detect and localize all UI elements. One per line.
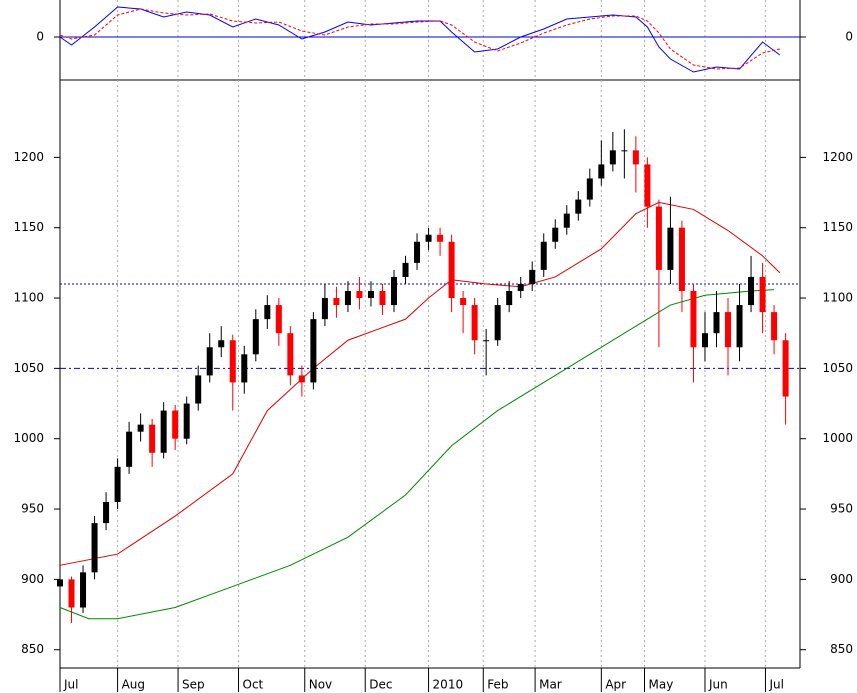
candle-body (713, 312, 720, 334)
candle-body (586, 178, 593, 200)
candle-body (748, 276, 755, 306)
candle-body (391, 276, 398, 306)
candle-body (80, 572, 87, 608)
candle-body (736, 305, 743, 348)
candle-body (540, 241, 547, 270)
candle-body (298, 375, 305, 383)
candle-body (471, 305, 478, 341)
candle-body (609, 150, 616, 165)
y-tick-label: 1100 (822, 291, 853, 305)
candle-body (264, 305, 271, 320)
x-tick-label: Feb (487, 678, 508, 692)
candle-body (229, 340, 236, 383)
candle-body (333, 298, 340, 306)
candle-body (172, 410, 179, 439)
candle-body (114, 466, 121, 503)
y-tick-label: 1000 (822, 431, 853, 445)
candle-body (149, 424, 156, 453)
candle-body (91, 523, 98, 573)
candle-body (356, 291, 363, 299)
candle-body (725, 312, 732, 348)
x-tick-label: Jun (708, 678, 728, 692)
candle-body (437, 234, 444, 242)
candle-body (575, 199, 582, 214)
candle-body (195, 375, 202, 404)
y-tick-label: 1200 (822, 150, 853, 164)
candle-body (414, 241, 421, 263)
x-tick-label: May (649, 678, 674, 692)
candle-body (206, 347, 213, 376)
x-tick-label: Dec (369, 678, 392, 692)
candle-body (68, 579, 75, 608)
candle-body (644, 164, 651, 207)
candle-body (483, 340, 490, 342)
y-tick-label: 950 (830, 502, 853, 516)
y-tick-label: 1050 (822, 361, 853, 375)
candle-body (771, 312, 778, 341)
y-tick-label: 1150 (822, 220, 853, 234)
y-tick-label: 1050 (13, 361, 44, 375)
y-tick-label: 1200 (13, 150, 44, 164)
y-tick-label: 1100 (13, 291, 44, 305)
x-tick-label: Jul (768, 678, 783, 692)
candle-body (275, 305, 282, 334)
y-tick-label: 900 (830, 572, 853, 586)
x-tick-label: Aug (122, 678, 145, 692)
candle-body (667, 227, 674, 270)
candle-body (448, 241, 455, 299)
candle-body (782, 340, 789, 397)
candle-body (552, 227, 559, 242)
candle-body (632, 150, 639, 165)
candle-body (425, 234, 432, 242)
candle-body (621, 150, 628, 152)
y-tick-label: 900 (21, 572, 44, 586)
candle-body (563, 213, 570, 228)
x-tick-label: Sep (182, 678, 205, 692)
candle-body (310, 319, 317, 383)
y-tick-label: 0 (845, 30, 853, 44)
candle-body (379, 291, 386, 306)
candle-body (759, 276, 766, 313)
candle-body (57, 579, 63, 587)
candle-body (241, 354, 248, 383)
candle-body (690, 291, 697, 348)
y-tick-label: 850 (830, 642, 853, 656)
y-tick-label: 0 (36, 30, 44, 44)
candle-body (678, 227, 685, 292)
candle-body (367, 291, 374, 299)
y-tick-label: 850 (21, 642, 44, 656)
candle-body (321, 298, 328, 320)
candle-body (460, 298, 467, 306)
candle-body (402, 262, 409, 277)
candle-body (506, 291, 513, 306)
x-tick-label: Apr (605, 678, 626, 692)
y-tick-label: 1150 (13, 220, 44, 234)
candle-body (598, 164, 605, 179)
candle-body (183, 403, 190, 439)
x-tick-label: Jul (63, 678, 78, 692)
candle-body (126, 431, 133, 467)
oscillator-line (59, 6, 781, 73)
x-tick-label: Mar (539, 678, 562, 692)
candle-body (218, 340, 225, 348)
x-tick-label: Nov (309, 678, 332, 692)
candle-body (655, 206, 662, 270)
candle-body (137, 424, 144, 432)
candle-body (344, 291, 351, 306)
candle-body (103, 502, 110, 524)
x-tick-label: 2010 (433, 678, 464, 692)
candle-body (494, 305, 501, 341)
candle-body (160, 410, 167, 453)
candle-body (252, 319, 259, 355)
candle-body (287, 333, 294, 376)
candle-body (701, 333, 708, 348)
y-tick-label: 1000 (13, 431, 44, 445)
x-tick-label: Oct (243, 678, 264, 692)
y-tick-label: 950 (21, 502, 44, 516)
candle-body (517, 283, 524, 292)
candle-body (529, 269, 536, 284)
